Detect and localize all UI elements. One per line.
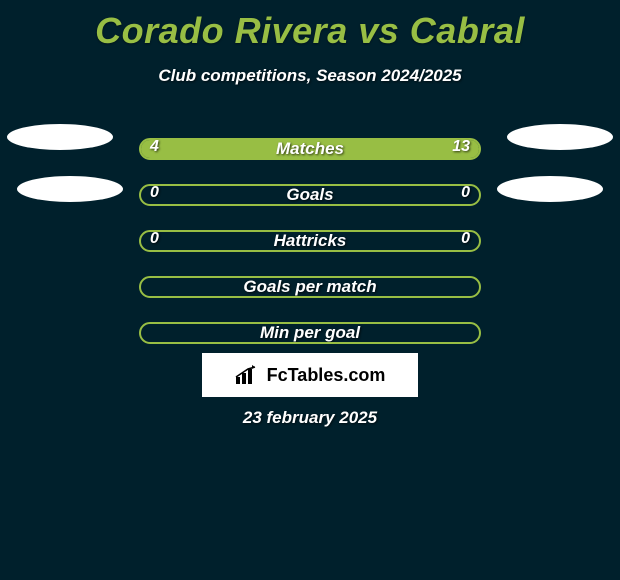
comparison-rows: Matches 4 13 Goals 0 0 Hattricks 0 0 Goa… <box>0 126 620 356</box>
date-text: 23 february 2025 <box>0 408 620 428</box>
page-title: Corado Rivera vs Cabral <box>0 0 620 52</box>
stat-label: Matches <box>141 140 479 158</box>
title-player-left: Corado Rivera <box>95 10 348 51</box>
stat-row: Goals per match <box>0 264 620 310</box>
stat-label: Min per goal <box>141 324 479 342</box>
stat-value-left: 0 <box>150 230 159 248</box>
subtitle: Club competitions, Season 2024/2025 <box>0 66 620 86</box>
stat-label: Goals per match <box>141 278 479 296</box>
stat-row: Matches 4 13 <box>0 126 620 172</box>
stat-label: Hattricks <box>141 232 479 250</box>
stat-bar: Min per goal <box>139 322 481 344</box>
stat-bar: Hattricks <box>139 230 481 252</box>
stat-bar: Matches <box>139 138 481 160</box>
title-vs: vs <box>358 10 399 51</box>
logo-text: FcTables.com <box>267 365 386 386</box>
stat-value-right: 0 <box>461 184 470 202</box>
stat-bar: Goals <box>139 184 481 206</box>
stat-row: Goals 0 0 <box>0 172 620 218</box>
title-player-right: Cabral <box>410 10 525 51</box>
logo-box: FcTables.com <box>202 353 418 397</box>
stat-bar: Goals per match <box>139 276 481 298</box>
stat-value-left: 0 <box>150 184 159 202</box>
stat-value-right: 0 <box>461 230 470 248</box>
chart-icon <box>235 365 261 385</box>
stat-label: Goals <box>141 186 479 204</box>
stat-row: Hattricks 0 0 <box>0 218 620 264</box>
stat-value-left: 4 <box>150 138 159 156</box>
stat-value-right: 13 <box>452 138 470 156</box>
stat-row: Min per goal <box>0 310 620 356</box>
